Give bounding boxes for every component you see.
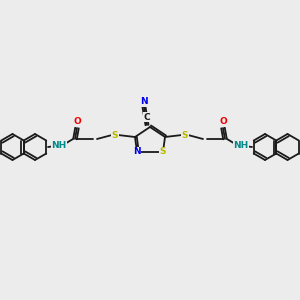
Text: NH: NH [51,140,67,149]
Text: O: O [219,118,227,127]
Text: S: S [112,130,118,140]
Text: N: N [133,148,141,157]
Text: C: C [144,112,150,122]
Text: S: S [182,130,188,140]
Text: NH: NH [233,140,249,149]
Text: N: N [140,98,148,106]
Text: S: S [160,148,166,157]
Text: O: O [73,118,81,127]
